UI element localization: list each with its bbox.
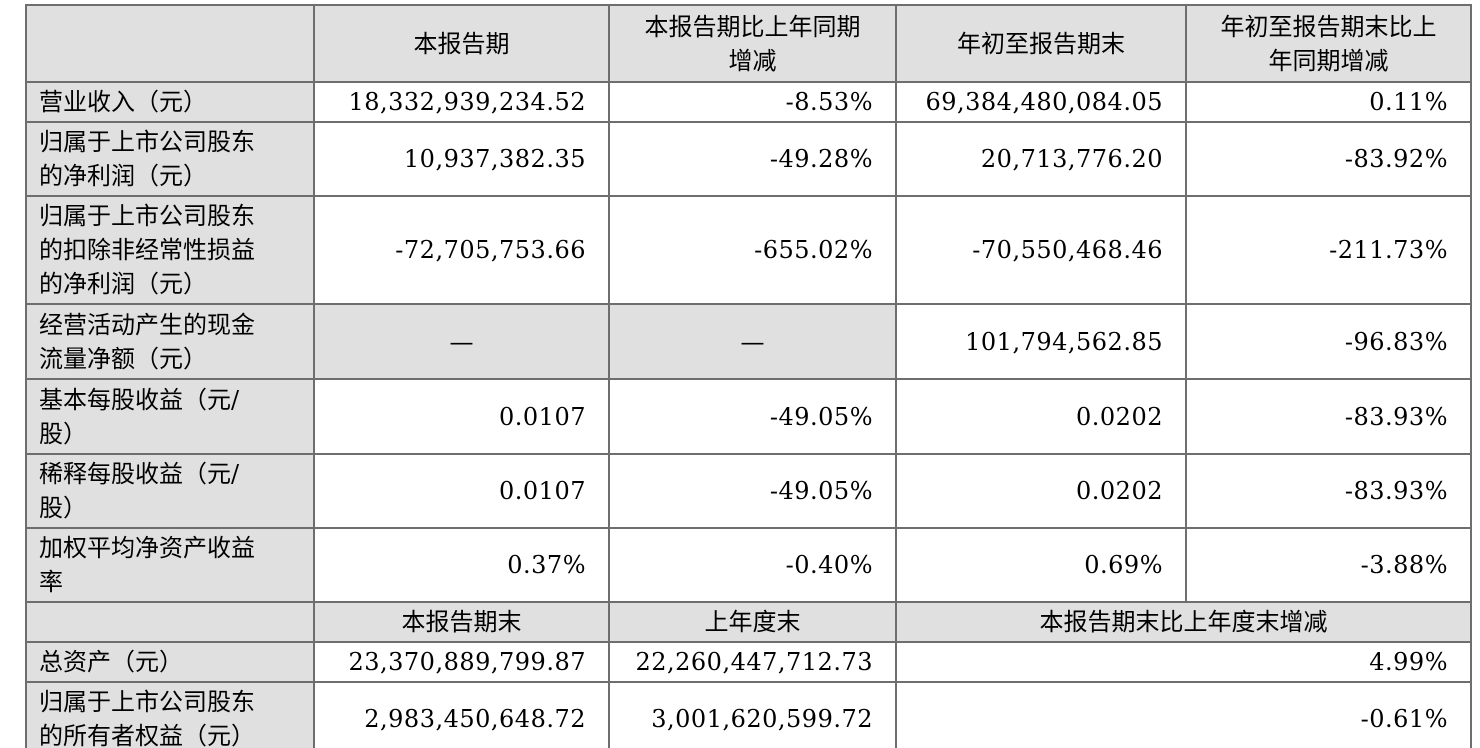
cell-excl-nonrecurring-yoy: -655.02% — [608, 195, 897, 305]
col-header-end-of-prior-year: 上年度末 — [608, 601, 897, 643]
cell-roe-current: 0.37% — [313, 527, 610, 603]
secondary-corner-cell — [25, 601, 315, 643]
cell-excl-nonrecurring-current: -72,705,753.66 — [313, 195, 610, 305]
row-label-total-assets: 总资产（元） — [25, 641, 315, 683]
col-header-end-of-period: 本报告期末 — [313, 601, 610, 643]
report-page: { "colors": { "cell_shade": "#e0e0e0", "… — [0, 4, 1480, 748]
cell-cash-flow-yoy-dash: — — [608, 303, 897, 380]
cell-cash-flow-current-dash: — — [313, 303, 610, 380]
cell-revenue-ytd-yoy: 0.11% — [1185, 81, 1472, 123]
cell-roe-yoy: -0.40% — [608, 527, 897, 603]
cell-net-profit-ytd-yoy: -83.92% — [1185, 121, 1472, 197]
table-row-operating-cash-flow: 经营活动产生的现金 流量净额（元） — — 101,794,562.85 -96… — [25, 303, 1472, 380]
row-label-diluted-eps: 稀释每股收益（元/ 股） — [25, 453, 315, 529]
cell-basic-eps-current: 0.0107 — [313, 378, 610, 455]
table-row-weighted-avg-roe: 加权平均净资产收益 率 0.37% -0.40% 0.69% -3.88% — [25, 527, 1472, 603]
cell-net-profit-yoy: -49.28% — [608, 121, 897, 197]
cell-diluted-eps-current: 0.0107 — [313, 453, 610, 529]
row-label-net-profit-excl-nonrecurring: 归属于上市公司股东 的扣除非经常性损益 的净利润（元） — [25, 195, 315, 305]
row-label-operating-revenue: 营业收入（元） — [25, 81, 315, 123]
cell-diluted-eps-yoy: -49.05% — [608, 453, 897, 529]
cell-basic-eps-ytd-yoy: -83.93% — [1185, 378, 1472, 455]
cell-equity-end-of-period: 2,983,450,648.72 — [313, 681, 610, 748]
cell-equity-prior-year: 3,001,620,599.72 — [608, 681, 897, 748]
cell-net-profit-current: 10,937,382.35 — [313, 121, 610, 197]
cell-excl-nonrecurring-ytd-yoy: -211.73% — [1185, 195, 1472, 305]
cell-diluted-eps-ytd: 0.0202 — [895, 453, 1187, 529]
cell-total-assets-change: 4.99% — [895, 641, 1472, 683]
cell-equity-change: -0.61% — [895, 681, 1472, 748]
cell-revenue-yoy: -8.53% — [608, 81, 897, 123]
col-header-current-period: 本报告期 — [313, 4, 610, 83]
col-header-period-vs-prior-year: 本报告期末比上年度末增减 — [895, 601, 1472, 643]
table-row-revenue: 营业收入（元） 18,332,939,234.52 -8.53% 69,384,… — [25, 81, 1472, 123]
cell-roe-ytd: 0.69% — [895, 527, 1187, 603]
cell-basic-eps-ytd: 0.0202 — [895, 378, 1187, 455]
table-row-shareholders-equity: 归属于上市公司股东 的所有者权益（元） 2,983,450,648.72 3,0… — [25, 681, 1472, 748]
cell-total-assets-end-of-period: 23,370,889,799.87 — [313, 641, 610, 683]
cell-diluted-eps-ytd-yoy: -83.93% — [1185, 453, 1472, 529]
financial-summary-table: 本报告期 本报告期比上年同期 增减 年初至报告期末 年初至报告期末比上 年同期增… — [25, 4, 1472, 748]
row-label-weighted-avg-roe: 加权平均净资产收益 率 — [25, 527, 315, 603]
row-label-shareholders-equity: 归属于上市公司股东 的所有者权益（元） — [25, 681, 315, 748]
col-header-ytd-yoy: 年初至报告期末比上 年同期增减 — [1185, 4, 1472, 83]
cell-cash-flow-ytd-yoy: -96.83% — [1185, 303, 1472, 380]
cell-basic-eps-yoy: -49.05% — [608, 378, 897, 455]
cell-excl-nonrecurring-ytd: -70,550,468.46 — [895, 195, 1187, 305]
table-row-net-profit-excl-nonrecurring: 归属于上市公司股东 的扣除非经常性损益 的净利润（元） -72,705,753.… — [25, 195, 1472, 305]
cell-revenue-ytd: 69,384,480,084.05 — [895, 81, 1187, 123]
corner-cell — [25, 4, 315, 83]
row-label-basic-eps: 基本每股收益（元/ 股） — [25, 378, 315, 455]
secondary-header-row: 本报告期末 上年度末 本报告期末比上年度末增减 — [25, 601, 1472, 643]
table-row-diluted-eps: 稀释每股收益（元/ 股） 0.0107 -49.05% 0.0202 -83.9… — [25, 453, 1472, 529]
cell-revenue-current: 18,332,939,234.52 — [313, 81, 610, 123]
primary-header-row: 本报告期 本报告期比上年同期 增减 年初至报告期末 年初至报告期末比上 年同期增… — [25, 4, 1472, 83]
cell-roe-ytd-yoy: -3.88% — [1185, 527, 1472, 603]
cell-total-assets-prior-year: 22,260,447,712.73 — [608, 641, 897, 683]
table-row-basic-eps: 基本每股收益（元/ 股） 0.0107 -49.05% 0.0202 -83.9… — [25, 378, 1472, 455]
row-label-net-profit: 归属于上市公司股东 的净利润（元） — [25, 121, 315, 197]
col-header-ytd: 年初至报告期末 — [895, 4, 1187, 83]
row-label-operating-cash-flow: 经营活动产生的现金 流量净额（元） — [25, 303, 315, 380]
table-row-net-profit: 归属于上市公司股东 的净利润（元） 10,937,382.35 -49.28% … — [25, 121, 1472, 197]
cell-net-profit-ytd: 20,713,776.20 — [895, 121, 1187, 197]
table-row-total-assets: 总资产（元） 23,370,889,799.87 22,260,447,712.… — [25, 641, 1472, 683]
cell-cash-flow-ytd: 101,794,562.85 — [895, 303, 1187, 380]
col-header-current-period-yoy: 本报告期比上年同期 增减 — [608, 4, 897, 83]
